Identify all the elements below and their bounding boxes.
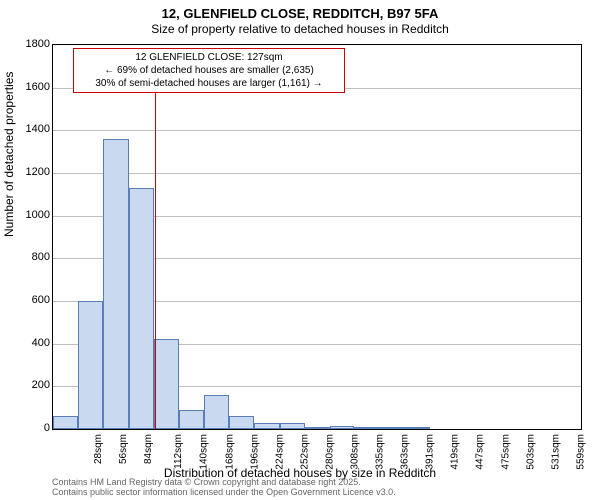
footer-text: Contains HM Land Registry data © Crown c… bbox=[52, 478, 396, 498]
histogram-bar bbox=[204, 395, 229, 429]
chart-title: 12, GLENFIELD CLOSE, REDDITCH, B97 5FA bbox=[0, 6, 600, 21]
x-tick-label: 391sqm bbox=[425, 434, 436, 470]
y-tick-label: 800 bbox=[10, 251, 50, 263]
y-tick-label: 1800 bbox=[10, 38, 50, 50]
histogram-bar bbox=[78, 301, 103, 429]
y-tick-label: 600 bbox=[10, 294, 50, 306]
chart-subtitle: Size of property relative to detached ho… bbox=[0, 22, 600, 36]
histogram-bar bbox=[254, 423, 279, 429]
y-tick-label: 400 bbox=[10, 337, 50, 349]
marker-line bbox=[155, 89, 156, 429]
histogram-bar bbox=[305, 427, 330, 429]
histogram-bar bbox=[280, 423, 305, 429]
annotation-box: 12 GLENFIELD CLOSE: 127sqm← 69% of detac… bbox=[73, 48, 345, 93]
x-tick-label: 224sqm bbox=[274, 434, 285, 470]
x-tick-label: 447sqm bbox=[475, 434, 486, 470]
x-tick-label: 252sqm bbox=[300, 434, 311, 470]
x-tick-label: 28sqm bbox=[93, 434, 104, 464]
histogram-bar bbox=[129, 188, 154, 429]
annotation-line3: 30% of semi-detached houses are larger (… bbox=[78, 77, 340, 90]
histogram-bar bbox=[354, 427, 379, 429]
x-tick-label: 531sqm bbox=[551, 434, 562, 470]
x-tick-label: 84sqm bbox=[143, 434, 154, 464]
y-tick-label: 1000 bbox=[10, 209, 50, 221]
histogram-bar bbox=[154, 339, 179, 429]
histogram-bar bbox=[103, 139, 128, 429]
gridline bbox=[53, 130, 581, 131]
x-tick-label: 112sqm bbox=[173, 434, 184, 469]
histogram-bar bbox=[405, 427, 430, 429]
y-tick-label: 1200 bbox=[10, 166, 50, 178]
histogram-bar bbox=[380, 427, 405, 429]
plot-area: 12 GLENFIELD CLOSE: 127sqm← 69% of detac… bbox=[52, 44, 582, 430]
y-tick-label: 1400 bbox=[10, 123, 50, 135]
x-tick-label: 503sqm bbox=[525, 434, 536, 470]
annotation-line1: 12 GLENFIELD CLOSE: 127sqm bbox=[78, 51, 340, 64]
x-tick-label: 475sqm bbox=[500, 434, 511, 470]
histogram-bar bbox=[179, 410, 204, 429]
histogram-bar bbox=[53, 416, 78, 429]
y-tick-label: 0 bbox=[10, 422, 50, 434]
annotation-line2: ← 69% of detached houses are smaller (2,… bbox=[78, 64, 340, 77]
x-tick-label: 56sqm bbox=[118, 434, 129, 464]
x-tick-label: 168sqm bbox=[224, 434, 235, 470]
x-tick-label: 363sqm bbox=[399, 434, 410, 470]
x-tick-label: 419sqm bbox=[450, 434, 461, 470]
x-tick-label: 559sqm bbox=[576, 434, 587, 470]
y-tick-label: 200 bbox=[10, 379, 50, 391]
x-tick-label: 140sqm bbox=[199, 434, 210, 470]
x-tick-label: 196sqm bbox=[249, 434, 260, 470]
histogram-bar bbox=[330, 426, 354, 429]
chart-container: 12, GLENFIELD CLOSE, REDDITCH, B97 5FA S… bbox=[0, 0, 600, 500]
gridline bbox=[53, 173, 581, 174]
x-tick-label: 335sqm bbox=[374, 434, 385, 470]
y-tick-label: 1600 bbox=[10, 81, 50, 93]
x-tick-label: 308sqm bbox=[350, 434, 361, 470]
footer-line2: Contains public sector information licen… bbox=[52, 488, 396, 498]
x-tick-label: 280sqm bbox=[325, 434, 336, 470]
histogram-bar bbox=[229, 416, 254, 429]
